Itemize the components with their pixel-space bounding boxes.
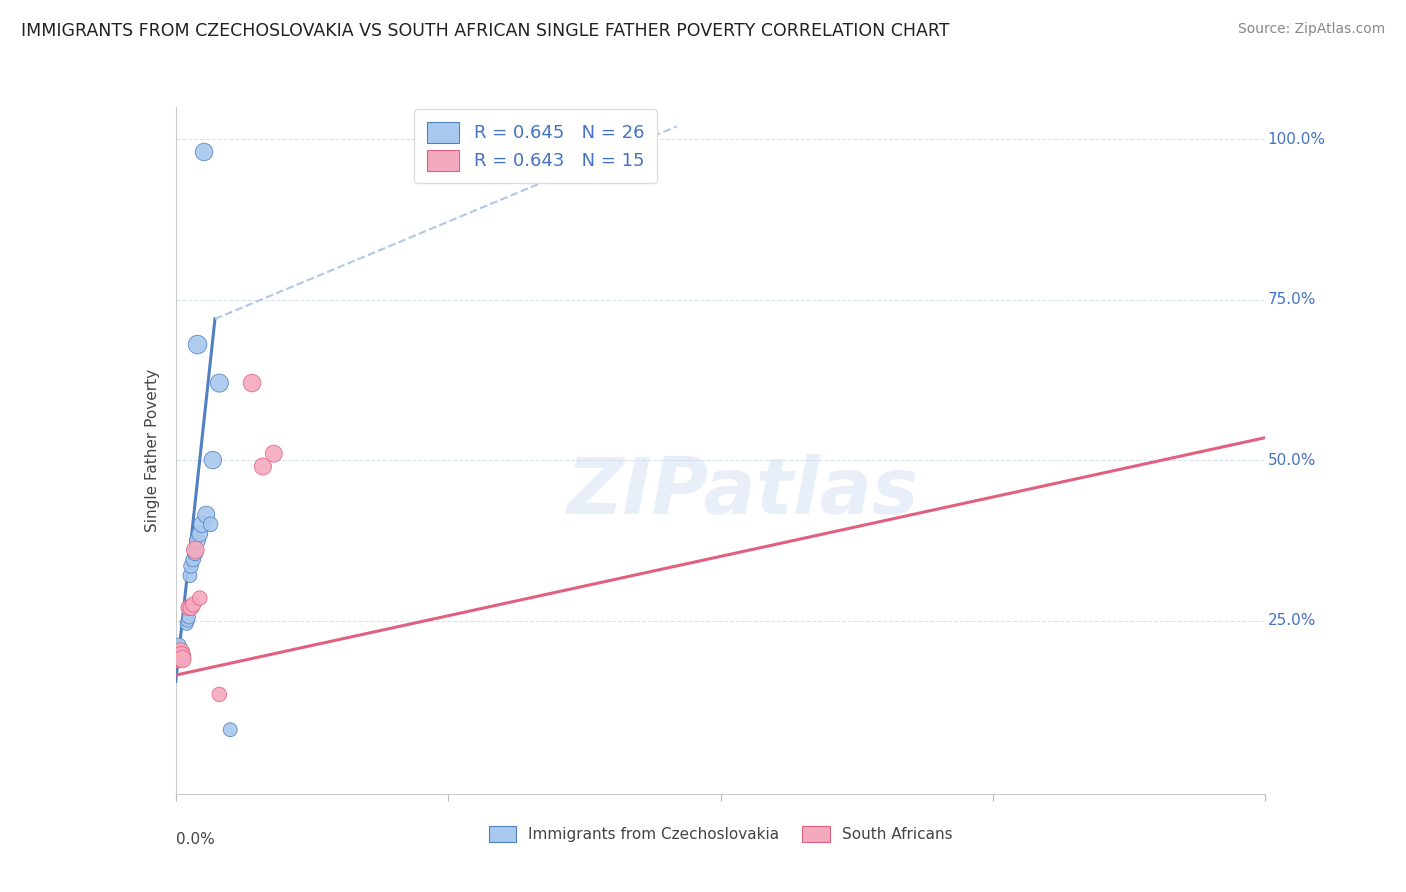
Point [181,552,204,566]
Text: 100.0%: 100.0% [1268,132,1326,146]
Text: 50.0%: 50.0% [1268,452,1316,467]
Point [186,533,209,548]
Point [263,447,285,461]
Point [177,610,200,624]
Point [219,723,242,737]
Legend: Immigrants from Czechoslovakia, South Africans: Immigrants from Czechoslovakia, South Af… [482,820,959,848]
Point [172,652,194,666]
Text: 0.0%: 0.0% [176,831,215,847]
Y-axis label: Single Father Poverty: Single Father Poverty [145,369,160,532]
Point [181,598,204,612]
Point [167,648,190,663]
Point [167,648,190,663]
Point [240,376,263,390]
Point [180,559,202,574]
Point [179,568,201,582]
Point [188,591,211,606]
Point [167,639,190,653]
Point [167,648,190,663]
Point [169,646,191,660]
Point [166,648,188,663]
Point [166,648,188,663]
Point [169,652,191,666]
Point [180,600,202,615]
Point [177,600,200,615]
Point [195,508,218,522]
Point [191,517,214,532]
Point [167,652,190,666]
Point [170,646,193,660]
Point [169,648,191,663]
Point [208,376,231,390]
Point [184,543,207,558]
Point [200,517,222,532]
Text: Source: ZipAtlas.com: Source: ZipAtlas.com [1237,22,1385,37]
Point [170,648,193,663]
Point [252,459,274,474]
Point [177,614,200,628]
Point [193,145,215,159]
Point [166,642,188,657]
Point [208,687,231,701]
Text: 25.0%: 25.0% [1268,613,1316,628]
Text: 75.0%: 75.0% [1268,292,1316,307]
Point [186,337,209,351]
Text: IMMIGRANTS FROM CZECHOSLOVAKIA VS SOUTH AFRICAN SINGLE FATHER POVERTY CORRELATIO: IMMIGRANTS FROM CZECHOSLOVAKIA VS SOUTH … [21,22,949,40]
Point [188,527,211,541]
Point [172,648,194,663]
Text: ZIPatlas: ZIPatlas [567,454,918,530]
Point [176,616,198,631]
Point [201,453,224,467]
Point [184,546,207,560]
